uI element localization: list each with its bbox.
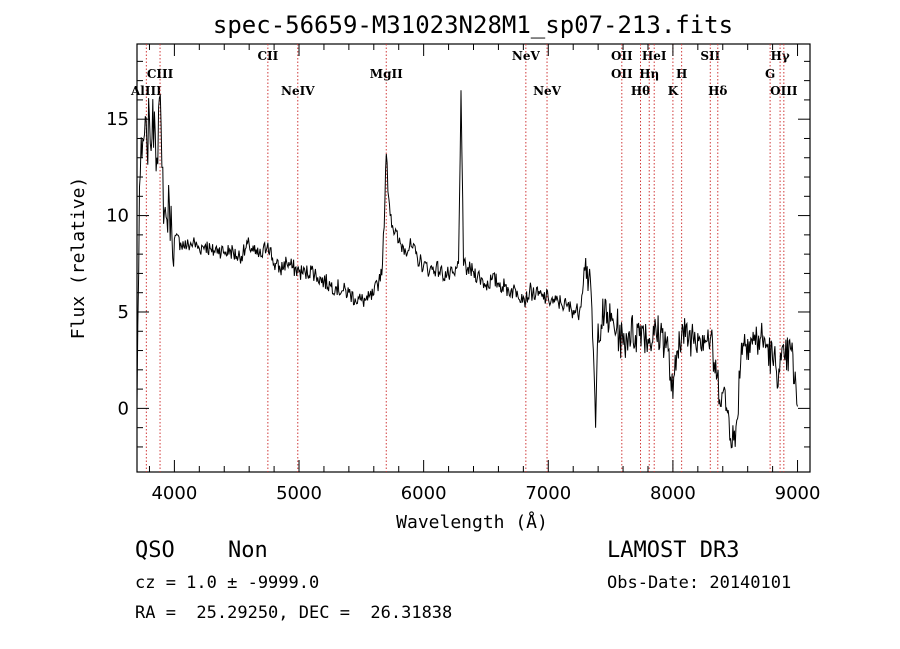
emission-line-label: OII [611, 67, 633, 81]
spectrum-series [136, 90, 798, 449]
emission-line-label: Hγ [770, 49, 789, 63]
x-tick-label: 9000 [775, 483, 821, 504]
y-axis-label: Flux (relative) [68, 177, 89, 340]
y-tick-label: 15 [106, 109, 129, 130]
y-tick-label: 0 [118, 398, 129, 419]
x-tick-label: 6000 [401, 483, 447, 504]
x-tick-label: 5000 [276, 483, 322, 504]
emission-line-label: OIII [770, 84, 798, 98]
emission-line-label: Hδ [708, 84, 727, 98]
emission-line-label: NeV [512, 49, 541, 63]
object-subclass: Non [228, 538, 268, 563]
emission-line-markers: AlIII CIII CII NeIV MgII NeV NeV OII OII Hθ HeI Hη K… [130, 44, 798, 472]
emission-line-label: OII [611, 49, 633, 63]
emission-line-label: Hθ [631, 84, 650, 98]
emission-line-label: Hη [639, 67, 659, 81]
y-tick-label: 10 [106, 206, 129, 227]
redshift-info: cz = 1.0 ± -9999.0 [135, 573, 320, 593]
obs-date: Obs-Date: 20140101 [607, 573, 792, 593]
emission-line-label: CIII [147, 67, 174, 81]
x-tick-label: 4000 [151, 483, 197, 504]
emission-line-label: MgII [370, 67, 403, 81]
emission-line-label: NeIV [281, 84, 315, 98]
emission-line-label: AlIII [130, 84, 162, 98]
emission-line-label: HeI [642, 49, 667, 63]
x-tick-label: 7000 [525, 483, 571, 504]
x-axis-label: Wavelength (Å) [396, 511, 548, 533]
chart-title: spec-56659-M31023N28M1_sp07-213.fits [213, 11, 733, 39]
emission-line-label: K [668, 84, 679, 98]
coordinates: RA = 25.29250, DEC = 26.31838 [135, 603, 453, 623]
emission-line-label: NeV [533, 84, 562, 98]
object-class: QSO [135, 538, 175, 563]
emission-line-label: H [676, 67, 687, 81]
survey-name: LAMOST DR3 [607, 538, 740, 563]
emission-line-label: G [765, 67, 775, 81]
y-tick-label: 5 [118, 302, 129, 323]
emission-line-label: CII [257, 49, 278, 63]
axis-ticks: 4000 5000 6000 7000 8000 9000 0 5 10 15 [106, 44, 820, 504]
x-tick-label: 8000 [650, 483, 696, 504]
spectrum-chart: spec-56659-M31023N28M1_sp07-213.fits AlI… [68, 11, 820, 533]
emission-line-label: SII [700, 49, 720, 63]
